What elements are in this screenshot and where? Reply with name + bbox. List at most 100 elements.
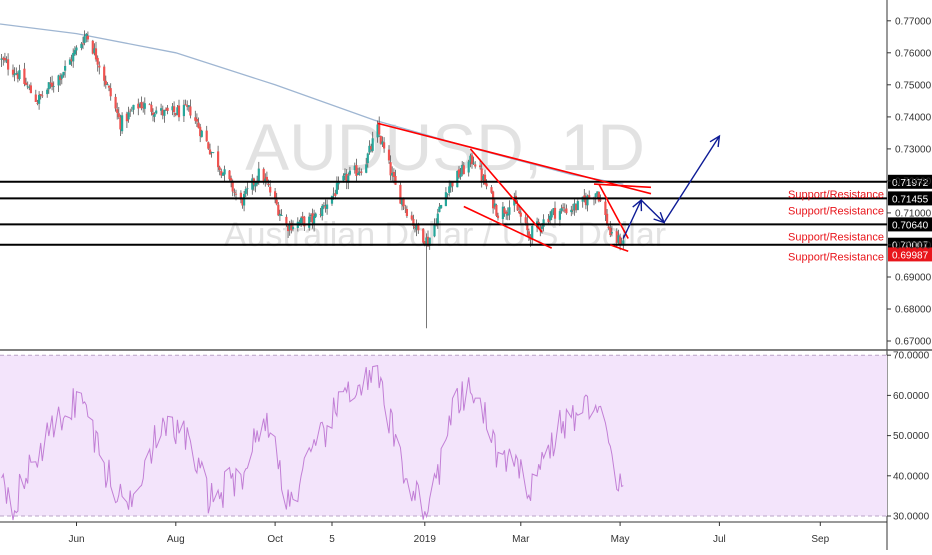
rsi-tick-label: 50.0000 <box>893 431 930 442</box>
candle-body <box>391 172 394 176</box>
candle-body <box>210 152 213 153</box>
candle-body <box>309 214 312 217</box>
time-tick-label: 5 <box>329 534 335 545</box>
candle-body <box>560 208 563 211</box>
candle-body <box>622 240 625 245</box>
candle-body <box>527 231 530 237</box>
candle-body <box>103 66 106 81</box>
candle-body <box>251 178 254 190</box>
candle-body <box>469 155 472 163</box>
candle-body <box>438 206 441 213</box>
moving-average-line <box>0 23 624 185</box>
candle-body <box>524 217 527 223</box>
price-tick-label: 0.69000 <box>895 273 932 284</box>
candle-body <box>228 170 231 180</box>
projection-arrowhead <box>709 134 721 148</box>
candle-body <box>405 209 408 216</box>
candle-body <box>392 172 395 177</box>
candle-body <box>161 109 164 116</box>
candle-body <box>311 213 314 223</box>
candle-body <box>607 226 610 229</box>
candle-body <box>62 71 65 76</box>
candle-body <box>448 186 451 193</box>
trendline <box>463 205 553 249</box>
candle-body <box>11 69 15 75</box>
candle-body <box>575 204 578 211</box>
support-resistance-label: Support/Resistance <box>788 231 884 243</box>
candle-body <box>34 94 37 102</box>
candle-body <box>426 236 430 247</box>
moving-average-group <box>0 23 624 185</box>
candle-body <box>57 75 60 86</box>
candle-body <box>360 171 363 173</box>
level-price-label: 0.70007 <box>892 241 929 252</box>
candle-body <box>596 191 599 194</box>
candle-body <box>26 86 29 88</box>
projection-segment <box>663 135 720 223</box>
candle-body <box>496 215 500 219</box>
projection-group <box>622 134 721 239</box>
candle-body <box>218 167 221 170</box>
time-tick-label: Jun <box>68 534 84 545</box>
candle-body <box>615 231 618 243</box>
candle-body <box>617 235 620 243</box>
candle-body <box>539 226 542 230</box>
support-resistance-label: Support/Resistance <box>788 252 884 264</box>
candle-body <box>186 105 189 107</box>
candle-body <box>330 195 334 204</box>
candle-body <box>526 222 529 231</box>
candle-body <box>451 182 454 187</box>
candle-body <box>303 216 306 227</box>
candle-body <box>233 191 236 193</box>
candle-body <box>0 58 3 60</box>
candle-body <box>345 174 348 183</box>
candle-body <box>176 107 179 116</box>
candle-body <box>326 204 329 209</box>
candle-body <box>482 175 485 181</box>
candle-body <box>278 213 281 216</box>
candle-body <box>597 191 600 202</box>
rsi-band <box>0 355 887 516</box>
candle-body <box>573 203 576 211</box>
candle-body <box>121 115 124 132</box>
candle-body <box>130 110 133 112</box>
candle-body <box>446 193 449 195</box>
candle-body <box>459 173 462 177</box>
level-price-label: 0.71972 <box>892 178 929 189</box>
candle-body <box>347 175 350 183</box>
candle-body <box>257 168 260 183</box>
candles-group <box>0 30 625 329</box>
candle-body <box>81 43 85 45</box>
candle-body <box>207 142 210 149</box>
rsi-tick-label: 70.0000 <box>893 351 930 362</box>
candle-body <box>503 208 506 214</box>
candle-body <box>348 170 351 175</box>
price-tick-label: 0.72000 <box>895 176 932 187</box>
candle-body <box>36 102 39 104</box>
candle-body <box>506 213 509 216</box>
price-axis-group: 0.77000 0.76000 0.75000 0.74000 0.73000 0.720… <box>887 16 932 348</box>
candle-body <box>73 50 76 55</box>
level-price-tag <box>888 174 932 189</box>
candle-body <box>470 155 474 165</box>
time-tick-label: Mar <box>512 534 530 545</box>
candle-body <box>335 182 338 195</box>
level-price-tag <box>888 191 932 206</box>
candle-body <box>59 76 62 80</box>
candle-body <box>400 199 404 205</box>
candle-body <box>51 82 54 87</box>
candle-body <box>588 195 591 198</box>
candle-body <box>166 107 169 111</box>
candle-body <box>357 173 360 175</box>
candle-body <box>98 65 101 68</box>
time-tick-label: Aug <box>167 534 185 545</box>
candle-body <box>68 59 72 65</box>
candle-body <box>586 195 589 206</box>
level-price-label: 0.71455 <box>892 194 929 205</box>
candle-body <box>173 106 176 113</box>
candle-body <box>456 170 459 188</box>
time-axis-group: Jun Aug Oct 5 2019 Mar May Jul Sep <box>68 522 830 545</box>
candle-body <box>322 205 325 207</box>
candle-body <box>461 165 464 175</box>
